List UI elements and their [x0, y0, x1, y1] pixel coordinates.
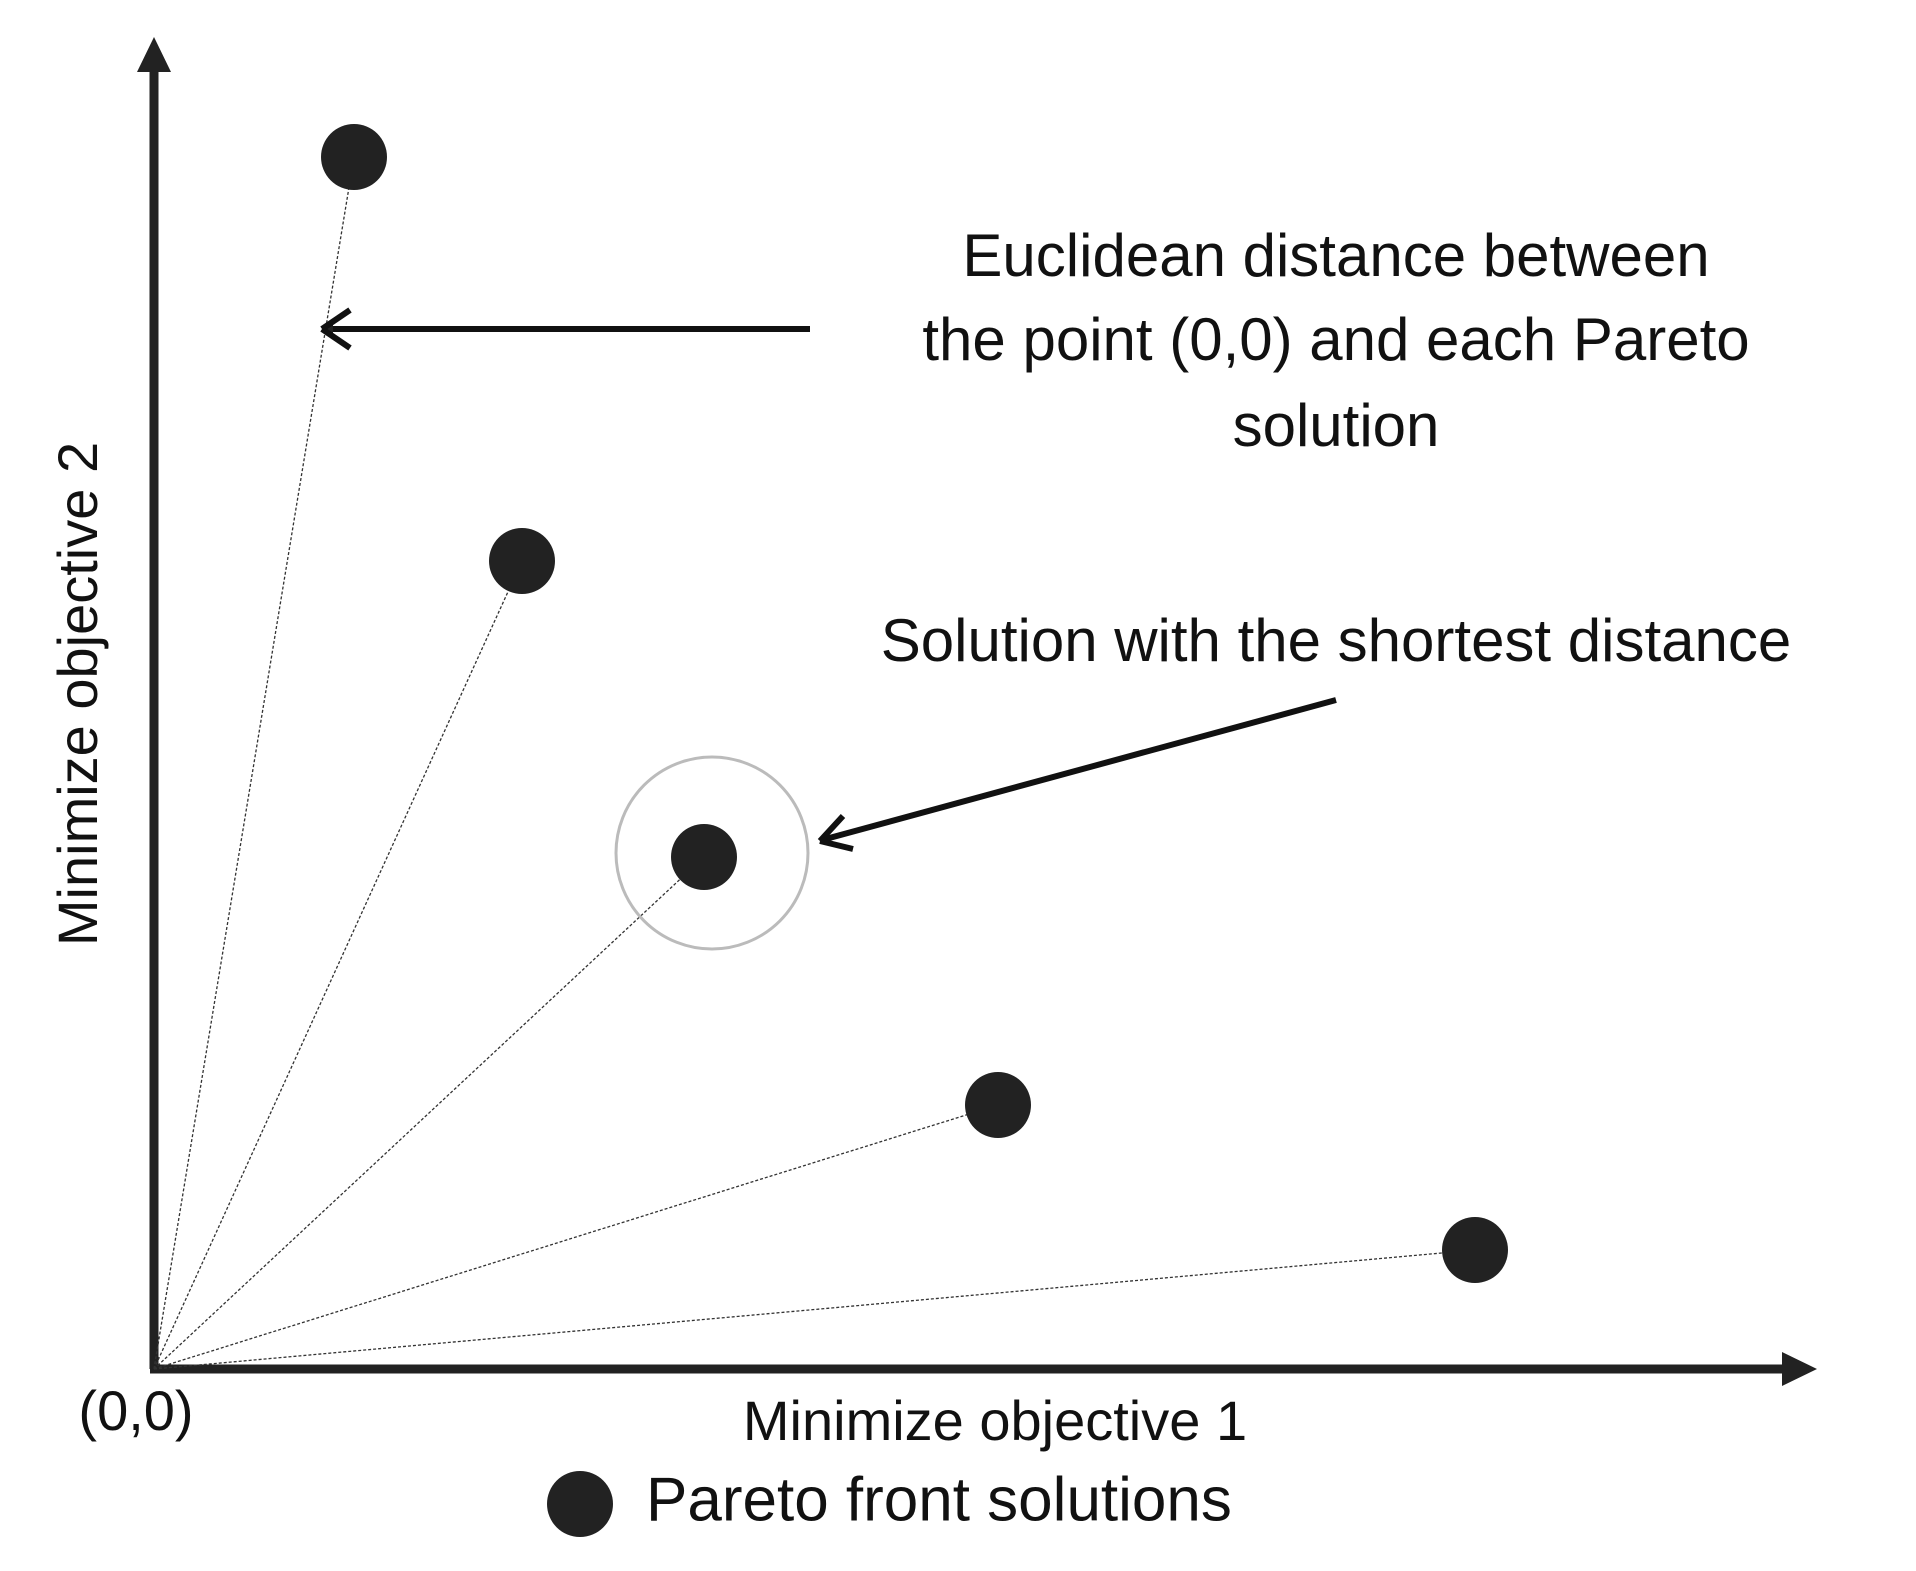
distance-line [153, 1249, 1476, 1370]
pareto-point [965, 1072, 1031, 1138]
origin-label: (0,0) [78, 1379, 193, 1442]
y-axis-label: Minimize objective 2 [46, 442, 109, 946]
y-axis-arrow [137, 37, 171, 72]
pareto-point [1442, 1217, 1508, 1283]
x-axis-label: Minimize objective 1 [743, 1389, 1247, 1452]
x-axis-arrow [1782, 1352, 1817, 1386]
legend-label: Pareto front solutions [646, 1465, 1232, 1534]
distance-line [153, 156, 355, 1370]
distance-line [153, 1104, 999, 1370]
distance-line [153, 560, 523, 1370]
arrow-head [320, 307, 352, 351]
pareto-point [671, 824, 737, 890]
annotation-line: Euclidean distance between [962, 222, 1709, 289]
highlight-circle [614, 755, 810, 951]
arrow-head [817, 813, 854, 852]
annotation-arrow [821, 697, 1337, 843]
pareto-point [489, 528, 555, 594]
annotation-line: solution [1233, 392, 1440, 459]
pareto-point [321, 124, 387, 190]
annotation-line: the point (0,0) and each Pareto [922, 306, 1749, 373]
annotation: Solution with the shortest distance [881, 607, 1792, 674]
distance-line [153, 856, 705, 1370]
legend-marker [547, 1471, 613, 1537]
